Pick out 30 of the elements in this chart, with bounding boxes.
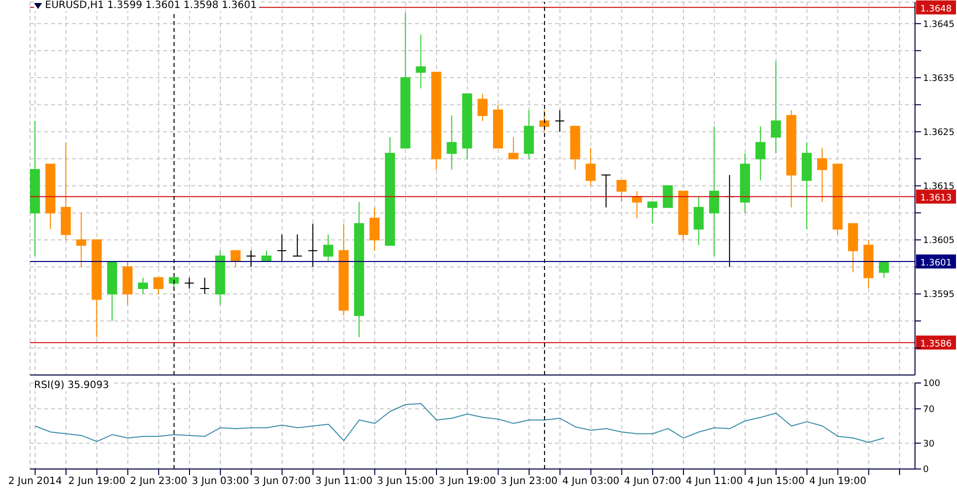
x-tick-label: 4 Jun 15:00 — [747, 476, 805, 488]
y-tick-label: 1.3625 — [923, 128, 954, 138]
y-tick-label: 1.3635 — [923, 74, 954, 84]
y-tick-label: 1.3615 — [923, 182, 954, 192]
x-tick-label: 3 Jun 11:00 — [315, 476, 372, 488]
x-tick-label: 3 Jun 15:00 — [377, 476, 434, 488]
x-tick-label: 3 Jun 07:00 — [254, 476, 311, 488]
ref-line-label: 1.3648 — [920, 4, 952, 14]
x-tick-label: 4 Jun 19:00 — [809, 476, 866, 488]
x-tick-label: 4 Jun 03:00 — [562, 476, 620, 488]
x-tick-label: 2 Jun 19:00 — [68, 476, 126, 488]
y-tick-label: 1.3645 — [923, 20, 954, 30]
chart-title: RSI(9) 35.9093 — [34, 380, 109, 391]
x-tick-label: 2 Jun 23:00 — [130, 476, 188, 488]
y-tick-label: 100 — [923, 379, 940, 390]
ref-line-label: 1.3586 — [920, 340, 952, 350]
y-tick-label: 70 — [923, 404, 935, 415]
y-tick-label: 30 — [923, 439, 935, 450]
ref-line-label: 1.3613 — [920, 194, 952, 204]
ref-line-label: 1.3601 — [920, 258, 952, 268]
x-tick-label: 3 Jun 03:00 — [192, 476, 249, 488]
x-tick-label: 2 Jun 2014 — [8, 476, 62, 488]
chart-title: EURUSD,H1 1.3599 1.3601 1.3598 1.3601 — [45, 0, 257, 11]
x-tick-label: 3 Jun 19:00 — [438, 476, 496, 488]
y-tick-label: 0 — [923, 465, 929, 476]
x-tick-label: 3 Jun 23:00 — [500, 476, 558, 488]
x-tick-label: 4 Jun 07:00 — [624, 476, 682, 488]
y-tick-label: 1.3595 — [923, 290, 954, 300]
x-tick-label: 4 Jun 11:00 — [686, 476, 743, 488]
y-tick-label: 1.3605 — [923, 236, 954, 246]
